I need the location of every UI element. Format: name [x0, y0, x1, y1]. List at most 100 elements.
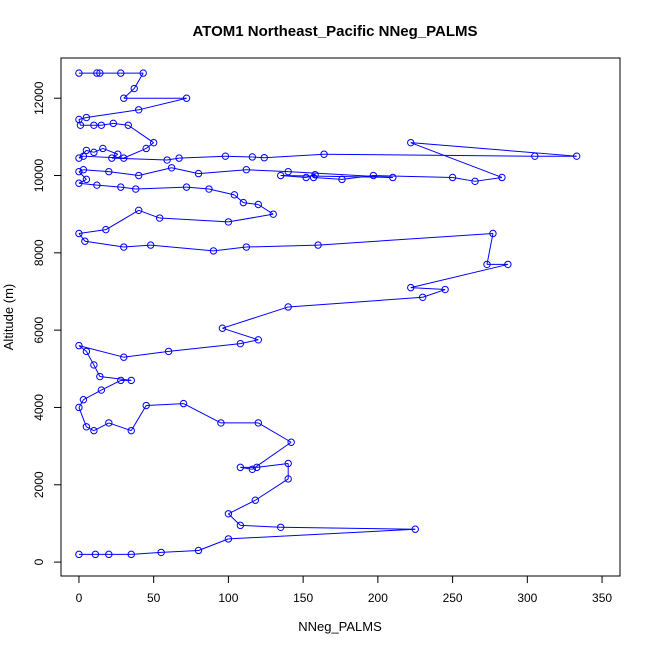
series-segment [113, 122, 129, 126]
chart-title: ATOM1 Northeast_Pacific NNeg_PALMS [192, 23, 477, 40]
series-segment [234, 194, 244, 203]
series-segment [246, 169, 289, 173]
data-point [277, 171, 285, 180]
data-point [277, 523, 285, 531]
series-segment [78, 169, 84, 173]
data-point [120, 154, 128, 162]
series-segment [138, 209, 160, 219]
series-segment [208, 188, 235, 196]
series-segment [228, 513, 241, 526]
series-segment [410, 263, 509, 289]
data-point [236, 463, 245, 472]
y-tick-label: 4000 [32, 394, 46, 421]
series-segment [150, 244, 214, 252]
series-segment [145, 142, 154, 149]
y-tick-label: 10000 [32, 159, 46, 193]
data-point [224, 510, 233, 518]
series-segment [179, 155, 226, 159]
data-point [221, 152, 230, 160]
series-segment [133, 72, 144, 89]
data-point [194, 169, 203, 178]
series-segment [252, 156, 265, 159]
data-point [242, 243, 251, 251]
data-point [90, 361, 98, 369]
series-segment [486, 233, 494, 265]
data-point [314, 241, 322, 249]
data-point [90, 121, 98, 129]
data-point [105, 167, 113, 176]
data-point [90, 148, 98, 157]
series-segment [127, 124, 154, 144]
series-segment [86, 426, 95, 432]
series-segment [410, 142, 503, 178]
series-segment [168, 343, 241, 352]
x-tick-label: 100 [218, 591, 238, 605]
series-segment [258, 204, 274, 215]
series-segment [410, 142, 577, 157]
data-point [248, 465, 257, 474]
x-axis: 0 50 100 150 200 250 300 350 [76, 575, 612, 605]
series-segment [86, 109, 139, 119]
data-point [149, 138, 158, 147]
data-point [82, 113, 91, 122]
data-point [97, 121, 106, 129]
data-point [142, 401, 150, 410]
data-point [82, 423, 91, 431]
data-point [90, 426, 98, 435]
data-point [531, 152, 539, 160]
data-point [120, 94, 128, 102]
data-point [120, 243, 128, 251]
series-segment [264, 153, 325, 159]
y-axis-label: Altitude (m) [1, 284, 16, 350]
data-point [483, 260, 491, 269]
data-point [99, 144, 107, 153]
data-point [117, 69, 125, 77]
series-segment [99, 376, 132, 381]
data-point [75, 69, 83, 77]
x-tick-label: 200 [368, 591, 388, 605]
series-points [75, 69, 581, 559]
data-point [260, 154, 268, 162]
series-segment [93, 364, 101, 377]
data-point [108, 154, 116, 162]
data-point [254, 336, 262, 344]
data-point [236, 521, 245, 530]
data-point [572, 152, 581, 160]
y-tick-label: 12000 [32, 81, 46, 115]
data-point [407, 138, 415, 147]
series-segment [93, 147, 104, 153]
y-tick-label: 6000 [32, 316, 46, 343]
series-segment [84, 240, 124, 248]
series-segment [120, 186, 136, 190]
series-segment [135, 186, 187, 190]
data-point [120, 353, 128, 361]
series-segment [78, 117, 87, 120]
series-segment [258, 422, 292, 443]
data-point [217, 419, 225, 427]
data-point [320, 150, 328, 158]
series-segment [213, 246, 247, 252]
series-segment [78, 399, 84, 408]
data-point [441, 285, 449, 294]
series-segment [123, 350, 169, 358]
series-segment [222, 306, 289, 329]
data-point [127, 550, 135, 559]
data-point [389, 173, 397, 182]
series-segment [474, 176, 502, 182]
data-point [105, 550, 113, 559]
series-segment [167, 157, 180, 161]
series-segment [246, 244, 319, 248]
x-tick-label: 150 [293, 591, 313, 605]
data-point [75, 341, 83, 350]
series-segment [280, 526, 416, 530]
data-point [251, 496, 260, 504]
series-segment [256, 463, 289, 468]
data-point [209, 247, 218, 255]
data-point [242, 166, 251, 174]
data-point [79, 152, 88, 160]
data-point [179, 399, 188, 408]
data-point [76, 121, 85, 129]
data-point [284, 303, 292, 311]
plot-frame [60, 57, 621, 577]
data-point [96, 372, 104, 381]
